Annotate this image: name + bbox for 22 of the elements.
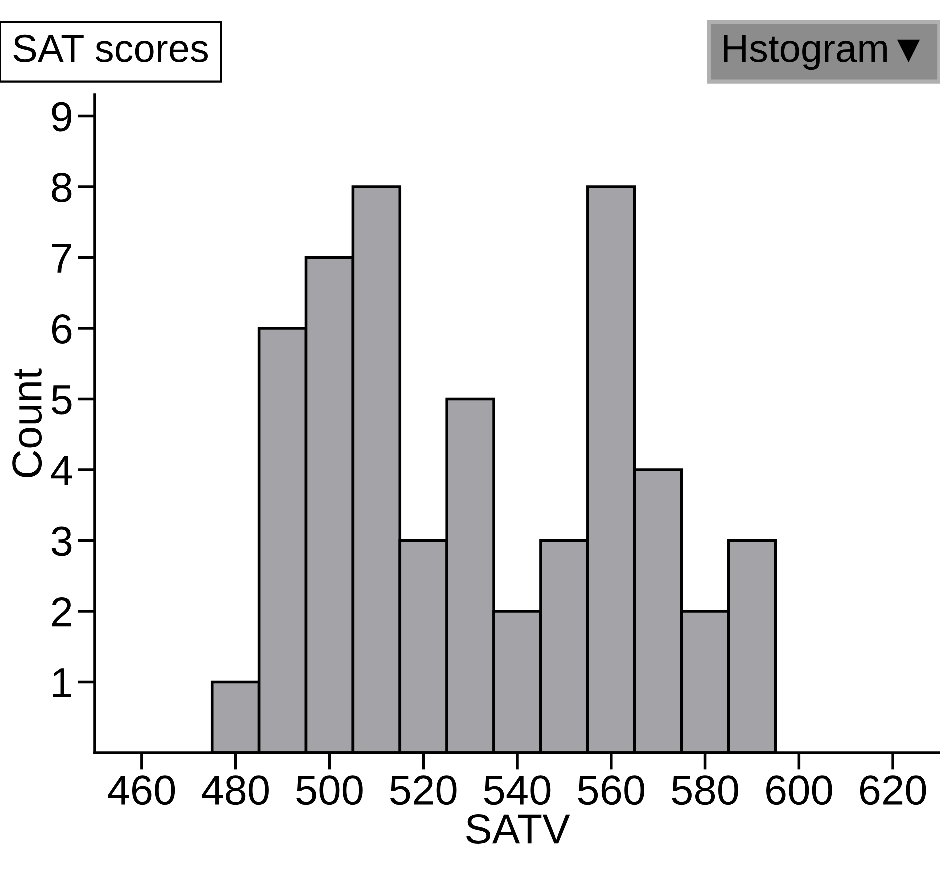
- x-tick-label: 500: [296, 776, 363, 806]
- y-tick-label: 9: [52, 102, 72, 132]
- y-tick-label: 3: [52, 526, 72, 556]
- y-tick-label: 8: [52, 172, 72, 202]
- x-axis-title: SATV: [466, 814, 570, 844]
- chart-title: SAT scores: [14, 34, 208, 62]
- y-tick-label: 7: [52, 244, 72, 273]
- y-tick-label: 4: [51, 456, 72, 486]
- x-tick-label: 540: [484, 776, 551, 806]
- x-tick-label: 600: [766, 776, 832, 806]
- x-tick-label: 560: [578, 776, 645, 806]
- y-tick-label: 1: [53, 668, 72, 698]
- x-tick-label: 460: [108, 776, 176, 806]
- y-tick-label: 5: [52, 386, 72, 415]
- text: Hstogram▼: [724, 35, 920, 70]
- y-axis-title: Count: [12, 368, 42, 478]
- x-tick-label: 520: [390, 776, 457, 806]
- y-tick-label: 2: [52, 597, 72, 627]
- x-tick-label: 480: [202, 776, 269, 806]
- x-tick-label: 580: [672, 776, 738, 806]
- y-tick-label: 6: [52, 314, 72, 344]
- x-tick-label: 620: [860, 776, 926, 806]
